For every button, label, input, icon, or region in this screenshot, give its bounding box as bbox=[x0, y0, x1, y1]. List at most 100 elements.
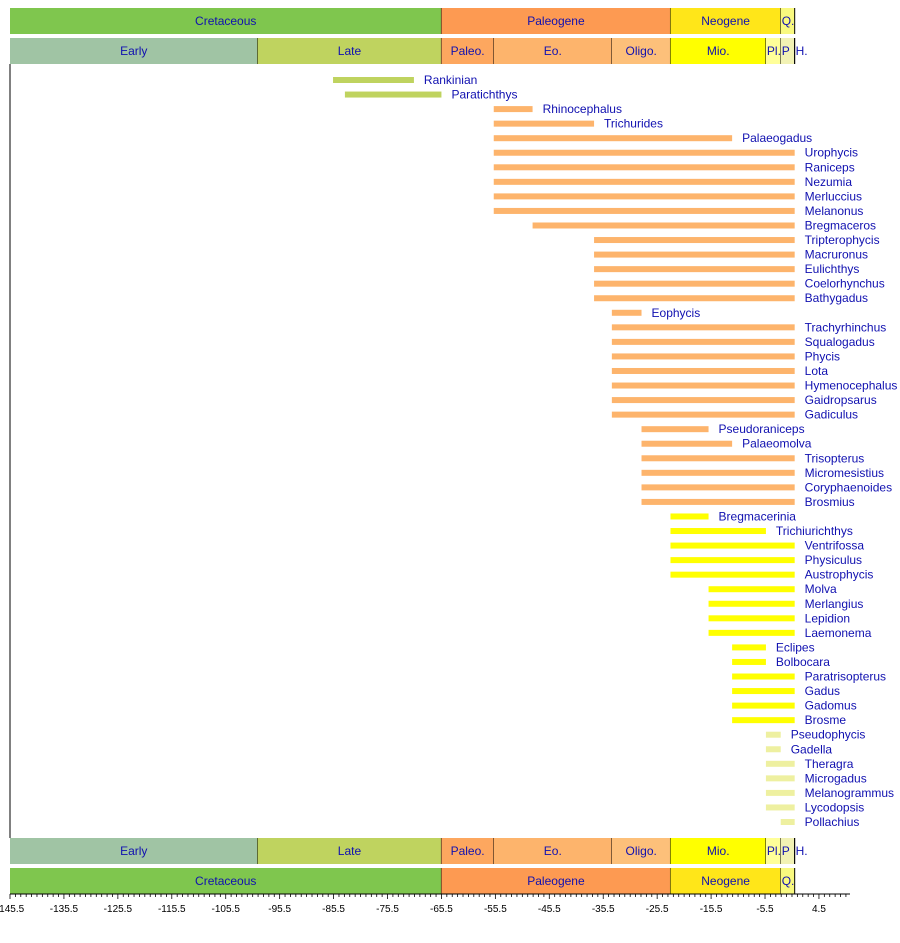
epoch-band bbox=[493, 838, 612, 864]
epoch-band bbox=[670, 38, 766, 64]
taxon-row: Brosme bbox=[732, 713, 846, 727]
taxon-range-bar bbox=[708, 600, 795, 607]
taxon-row: Eclipes bbox=[732, 640, 815, 654]
taxon-label: Eclipes bbox=[776, 640, 815, 654]
x-tick-label: -95.5 bbox=[268, 904, 291, 915]
x-tick-label: -25.5 bbox=[646, 904, 669, 915]
taxon-row: Nezumia bbox=[493, 175, 853, 189]
taxon-row: Squalogadus bbox=[611, 335, 875, 349]
taxon-label: Rankinian bbox=[424, 73, 477, 87]
x-tick-label: -45.5 bbox=[538, 904, 561, 915]
taxon-label: Brosmius bbox=[805, 495, 855, 509]
taxon-label: Bregmacerinia bbox=[719, 509, 797, 523]
taxon-range-bar bbox=[493, 178, 795, 185]
taxon-row: Laemonema bbox=[708, 626, 872, 640]
taxon-label: Coryphaenoides bbox=[805, 480, 892, 494]
taxon-label: Austrophycis bbox=[805, 568, 874, 582]
epoch-label: Paleo. bbox=[451, 44, 485, 58]
taxon-label: Rhinocephalus bbox=[543, 102, 622, 116]
taxon-label: Melanonus bbox=[805, 204, 864, 218]
taxon-label: Trichiurichthys bbox=[776, 524, 853, 538]
epoch-band bbox=[10, 38, 258, 64]
taxon-row: Palaeogadus bbox=[493, 131, 812, 145]
taxon-range-bar bbox=[708, 615, 795, 622]
taxon-range-bar bbox=[765, 789, 795, 796]
taxon-range-bar bbox=[732, 658, 766, 665]
taxon-label: Lepidion bbox=[805, 611, 850, 625]
epoch-band bbox=[257, 38, 442, 64]
taxon-row: Gadus bbox=[732, 684, 840, 698]
taxon-label: Paratichthys bbox=[451, 88, 517, 102]
period-label: Neogene bbox=[701, 874, 750, 888]
x-tick-label: -75.5 bbox=[376, 904, 399, 915]
taxon-row: Gadella bbox=[765, 742, 833, 756]
taxon-range-bar bbox=[611, 324, 795, 331]
taxon-row: Trisopterus bbox=[641, 451, 865, 465]
taxon-range-bar bbox=[670, 557, 795, 564]
period-label: Paleogene bbox=[527, 14, 585, 28]
taxon-label: Nezumia bbox=[805, 175, 853, 189]
x-tick-label: 4.5 bbox=[812, 904, 826, 915]
taxon-label: Melanogrammus bbox=[805, 786, 894, 800]
taxon-row: Coryphaenoides bbox=[641, 480, 892, 494]
period-band bbox=[780, 868, 795, 894]
period-label: Cretaceous bbox=[195, 14, 256, 28]
taxon-row: Rhinocephalus bbox=[493, 102, 622, 116]
epoch-band bbox=[10, 838, 258, 864]
taxon-row: Brosmius bbox=[641, 495, 855, 509]
taxon-label: Gadella bbox=[791, 742, 833, 756]
taxon-label: Brosme bbox=[805, 713, 847, 727]
taxon-row: Eulichthys bbox=[594, 262, 859, 276]
taxon-range-bar bbox=[611, 309, 642, 316]
taxon-range-bar bbox=[611, 397, 795, 404]
period-band bbox=[780, 8, 795, 34]
taxon-range-bar bbox=[670, 542, 795, 549]
x-tick-label: -55.5 bbox=[484, 904, 507, 915]
taxon-row: Gadomus bbox=[732, 699, 857, 713]
taxon-range-bar bbox=[732, 717, 795, 724]
taxon-row: Bregmacerinia bbox=[670, 509, 796, 523]
taxon-label: Palaeogadus bbox=[742, 131, 812, 145]
x-tick-label: -105.5 bbox=[212, 904, 241, 915]
taxon-row: Merlangius bbox=[708, 597, 863, 611]
taxon-label: Pollachius bbox=[805, 815, 860, 829]
taxon-range-bar bbox=[732, 688, 795, 695]
taxon-range-bar bbox=[611, 367, 795, 374]
taxon-row: Phycis bbox=[611, 349, 840, 363]
taxon-row: Coelorhynchus bbox=[594, 277, 885, 291]
period-label: Paleogene bbox=[527, 874, 585, 888]
epoch-band bbox=[611, 838, 671, 864]
taxon-row: Ventrifossa bbox=[670, 539, 864, 553]
x-tick-label: -135.5 bbox=[50, 904, 79, 915]
taxon-range-bar bbox=[641, 469, 795, 476]
taxon-row: Paratrisopterus bbox=[732, 670, 886, 684]
taxon-row: Pseudoraniceps bbox=[641, 422, 805, 436]
taxon-range-bar bbox=[594, 251, 795, 258]
taxon-range-bar bbox=[765, 731, 781, 738]
taxon-row: Eophycis bbox=[611, 306, 700, 320]
epoch-band bbox=[493, 38, 612, 64]
taxon-row: Lepidion bbox=[708, 611, 850, 625]
epoch-label: Oligo. bbox=[625, 44, 656, 58]
taxon-row: Merluccius bbox=[493, 189, 862, 203]
x-tick-label: -5.5 bbox=[756, 904, 774, 915]
epoch-label: Eo. bbox=[544, 844, 562, 858]
epoch-band bbox=[765, 38, 781, 64]
taxon-row: Micromesistius bbox=[641, 466, 884, 480]
taxon-range-bar bbox=[344, 91, 442, 98]
taxon-range-bar bbox=[670, 528, 766, 535]
taxon-label: Phycis bbox=[805, 349, 840, 363]
period-band bbox=[441, 8, 671, 34]
taxon-row: Pollachius bbox=[780, 815, 860, 829]
taxon-label: Bolbocara bbox=[776, 655, 830, 669]
taxon-label: Merluccius bbox=[805, 189, 862, 203]
epoch-band bbox=[441, 38, 494, 64]
epoch-label: Paleo. bbox=[451, 844, 485, 858]
taxon-label: Gadiculus bbox=[805, 408, 858, 422]
taxon-row: Paratichthys bbox=[344, 88, 517, 102]
taxon-range-bar bbox=[493, 164, 795, 171]
taxon-range-bar bbox=[493, 207, 795, 214]
taxon-label: Trisopterus bbox=[805, 451, 865, 465]
x-tick-label: -145.5 bbox=[0, 904, 25, 915]
taxon-label: Paratrisopterus bbox=[805, 670, 886, 684]
